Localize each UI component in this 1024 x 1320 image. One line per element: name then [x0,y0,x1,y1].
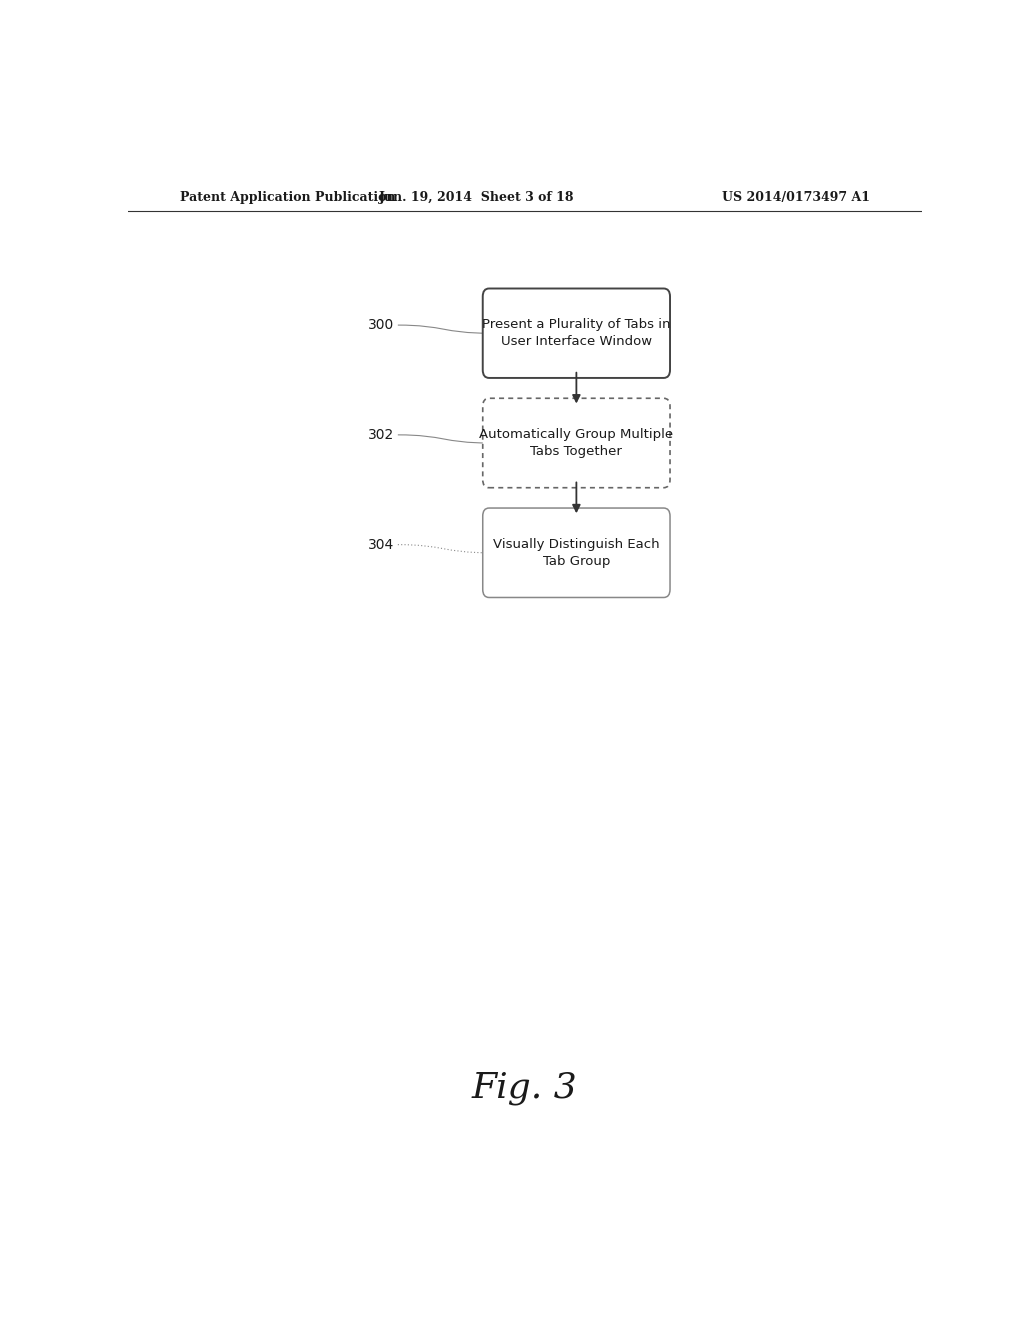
Text: 304: 304 [368,537,394,552]
Text: 302: 302 [368,428,394,442]
Text: Fig. 3: Fig. 3 [472,1072,578,1105]
Text: Jun. 19, 2014  Sheet 3 of 18: Jun. 19, 2014 Sheet 3 of 18 [380,190,574,203]
FancyBboxPatch shape [482,508,670,598]
FancyBboxPatch shape [482,289,670,378]
FancyBboxPatch shape [482,399,670,487]
Text: US 2014/0173497 A1: US 2014/0173497 A1 [722,190,870,203]
Text: Patent Application Publication: Patent Application Publication [179,190,395,203]
Text: Visually Distinguish Each
Tab Group: Visually Distinguish Each Tab Group [494,537,659,568]
Text: 300: 300 [368,318,394,333]
Text: Present a Plurality of Tabs in
User Interface Window: Present a Plurality of Tabs in User Inte… [482,318,671,348]
Text: Automatically Group Multiple
Tabs Together: Automatically Group Multiple Tabs Togeth… [479,428,674,458]
